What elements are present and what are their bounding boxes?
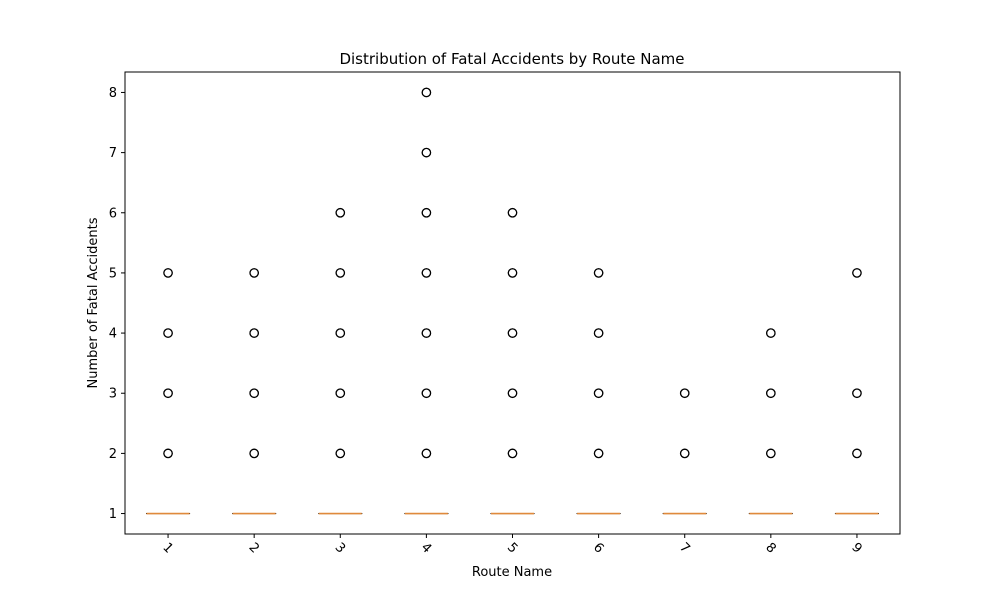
y-tick-label: 4 bbox=[109, 327, 117, 342]
flier-point bbox=[163, 328, 173, 338]
flier-point bbox=[163, 388, 173, 398]
flier-point bbox=[852, 268, 862, 278]
flier-point bbox=[680, 388, 690, 398]
flier-point bbox=[335, 448, 345, 459]
flier-point bbox=[593, 448, 604, 459]
y-tick-label: 8 bbox=[109, 86, 117, 101]
box-group bbox=[404, 87, 449, 515]
box-group bbox=[490, 207, 535, 515]
flier-point bbox=[766, 328, 776, 338]
flier-point bbox=[507, 448, 518, 459]
flier-point bbox=[593, 328, 604, 338]
box-group bbox=[748, 328, 793, 515]
flier-point bbox=[852, 448, 862, 459]
box-group bbox=[662, 388, 707, 515]
y-axis-label: Number of Fatal Accidents bbox=[86, 217, 101, 388]
y-tick-label: 1 bbox=[109, 507, 117, 522]
flier-point bbox=[507, 388, 518, 398]
flier-point bbox=[507, 268, 518, 278]
flier-point bbox=[766, 388, 776, 398]
y-tick-label: 3 bbox=[109, 387, 117, 402]
flier-point bbox=[421, 328, 432, 338]
flier-point bbox=[593, 388, 604, 398]
box-group bbox=[318, 207, 363, 515]
flier-point bbox=[593, 268, 604, 278]
flier-point bbox=[421, 268, 432, 278]
y-tick-label: 2 bbox=[109, 447, 117, 462]
box-group bbox=[834, 268, 879, 515]
flier-point bbox=[852, 388, 862, 398]
chart-title: Distribution of Fatal Accidents by Route… bbox=[339, 50, 684, 68]
flier-point bbox=[163, 448, 173, 459]
flier-point bbox=[507, 328, 518, 338]
y-tick-label: 7 bbox=[109, 146, 117, 161]
flier-point bbox=[421, 388, 432, 398]
plot-area bbox=[146, 87, 879, 515]
flier-point bbox=[335, 208, 345, 218]
flier-point bbox=[335, 268, 345, 278]
flier-point bbox=[421, 208, 432, 218]
flier-point bbox=[249, 388, 259, 398]
flier-point bbox=[249, 328, 259, 338]
x-axis-label: Route Name bbox=[472, 565, 552, 580]
flier-point bbox=[335, 388, 345, 398]
flier-point bbox=[421, 147, 432, 158]
flier-point bbox=[421, 87, 432, 98]
flier-point bbox=[680, 448, 690, 459]
flier-point bbox=[421, 448, 432, 459]
flier-point bbox=[249, 448, 259, 459]
y-tick-label: 6 bbox=[109, 206, 117, 221]
flier-point bbox=[507, 208, 518, 218]
y-tick-label: 5 bbox=[109, 266, 117, 281]
y-axis: 1 2 3 4 5 6 7 8 bbox=[109, 86, 125, 522]
flier-point bbox=[163, 268, 173, 278]
flier-point bbox=[249, 268, 259, 278]
flier-point bbox=[335, 328, 345, 338]
box-group bbox=[146, 268, 191, 515]
box-group bbox=[232, 268, 277, 515]
flier-point bbox=[766, 448, 776, 459]
box-group bbox=[576, 268, 621, 515]
